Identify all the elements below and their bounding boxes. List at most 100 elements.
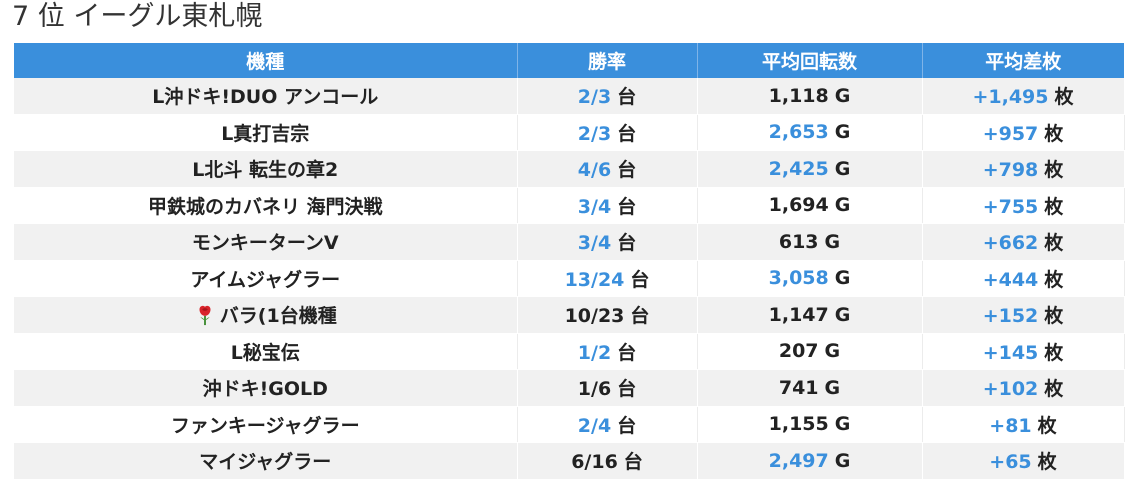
machine-name: バラ(1台機種 — [219, 305, 337, 328]
header-win-rate: 勝率 — [517, 43, 698, 78]
cell-avg-spins: 1,694 G — [697, 187, 923, 224]
avg-diff-unit: 枚 — [1044, 378, 1064, 401]
win-rate-unit: 台 — [617, 122, 637, 145]
table-row: ファンキージャグラー 2/4 台 1,155 G +81 枚 — [14, 406, 1125, 443]
cell-machine: 甲鉄城のカバネリ 海門決戦 — [14, 187, 518, 224]
table-row: マイジャグラー 6/16 台 2,497 G +65 枚 — [14, 442, 1125, 480]
cell-machine: マイジャグラー — [14, 442, 518, 480]
cell-avg-diff: +81 枚 — [922, 406, 1125, 443]
cell-win-rate: 4/6 台 — [517, 150, 698, 188]
machine-name: マイジャグラー — [199, 451, 332, 474]
cell-win-rate: 1/2 台 — [517, 333, 698, 370]
avg-spins-unit: G — [834, 194, 851, 217]
table-body: L沖ドキ!DUO アンコール 2/3 台 1,118 G +1,495 枚 L真打吉宗… — [14, 78, 1125, 480]
win-rate-value: 10/23 — [564, 305, 625, 328]
cell-avg-spins: 2,425 G — [697, 150, 923, 188]
win-rate-value: 2/4 — [577, 414, 612, 437]
cell-avg-diff: +65 枚 — [922, 442, 1125, 480]
avg-diff-unit: 枚 — [1037, 414, 1057, 437]
cell-machine: モンキーターンV — [14, 223, 518, 261]
avg-diff-unit: 枚 — [1037, 451, 1057, 474]
machine-name: アイムジャグラー — [190, 268, 341, 291]
page-title: 7 位 イーグル東札幌 — [12, 1, 263, 32]
win-rate-unit: 台 — [630, 305, 650, 328]
avg-diff-value: +145 — [982, 341, 1039, 364]
cell-win-rate: 10/23 台 — [517, 296, 698, 334]
avg-spins-value: 613 — [778, 230, 819, 253]
table-row: L北斗 転生の章2 4/6 台 2,425 G +798 枚 — [14, 150, 1125, 188]
win-rate-value: 1/6 — [577, 378, 612, 401]
table-row: L秘宝伝 1/2 台 207 G +145 枚 — [14, 333, 1125, 370]
avg-diff-unit: 枚 — [1044, 341, 1064, 364]
cell-win-rate: 2/3 台 — [517, 78, 698, 115]
table-row: アイムジャグラー 13/24 台 3,058 G +444 枚 — [14, 260, 1125, 297]
table-row: L真打吉宗 2/3 台 2,653 G +957 枚 — [14, 114, 1125, 151]
win-rate-unit: 台 — [617, 378, 637, 401]
avg-spins-unit: G — [824, 230, 841, 253]
avg-spins-unit: G — [834, 303, 851, 326]
rose-icon — [194, 305, 220, 327]
cell-machine: 沖ドキ!GOLD — [14, 369, 518, 407]
avg-diff-value: +798 — [982, 159, 1039, 182]
win-rate-value: 3/4 — [577, 195, 612, 218]
cell-machine: L真打吉宗 — [14, 114, 518, 151]
cell-machine: L北斗 転生の章2 — [14, 150, 518, 188]
win-rate-value: 2/3 — [577, 122, 612, 145]
avg-spins-value: 1,155 — [768, 413, 829, 436]
avg-spins-value: 2,497 — [768, 449, 829, 472]
avg-spins-value: 2,425 — [768, 157, 829, 180]
win-rate-unit: 台 — [617, 414, 637, 437]
win-rate-value: 1/2 — [577, 341, 612, 364]
avg-spins-value: 1,694 — [768, 194, 829, 217]
cell-avg-diff: +145 枚 — [922, 333, 1125, 370]
table-header-row: 機種 勝率 平均回転数 平均差枚 — [14, 43, 1124, 78]
cell-avg-spins: 1,147 G — [697, 296, 923, 334]
table-row: 甲鉄城のカバネリ 海門決戦 3/4 台 1,694 G +755 枚 — [14, 187, 1125, 224]
win-rate-value: 3/4 — [577, 232, 612, 255]
cell-avg-spins: 3,058 G — [697, 260, 923, 297]
cell-win-rate: 3/4 台 — [517, 187, 698, 224]
cell-avg-diff: +102 枚 — [922, 369, 1125, 407]
cell-avg-diff: +755 枚 — [922, 187, 1125, 224]
avg-diff-value: +1,495 — [972, 86, 1049, 109]
avg-diff-unit: 枚 — [1044, 232, 1064, 255]
avg-diff-value: +65 — [989, 451, 1032, 474]
cell-avg-diff: +662 枚 — [922, 223, 1125, 261]
header-machine: 機種 — [14, 43, 518, 78]
cell-machine: L秘宝伝 — [14, 333, 518, 370]
cell-avg-spins: 1,155 G — [697, 406, 923, 443]
win-rate-unit: 台 — [617, 195, 637, 218]
machine-name: L秘宝伝 — [230, 341, 300, 364]
ranking-table: 機種 勝率 平均回転数 平均差枚 L沖ドキ!DUO アンコール 2/3 台 1,1… — [14, 43, 1125, 480]
cell-avg-diff: +957 枚 — [922, 114, 1125, 151]
avg-spins-unit: G — [834, 157, 851, 180]
avg-spins-value: 2,653 — [768, 121, 829, 144]
win-rate-value: 6/16 — [571, 451, 618, 474]
win-rate-unit: 台 — [617, 232, 637, 255]
avg-diff-value: +662 — [982, 232, 1039, 255]
cell-avg-spins: 741 G — [697, 369, 923, 407]
machine-name: L真打吉宗 — [221, 122, 310, 145]
avg-diff-unit: 枚 — [1044, 268, 1064, 291]
cell-win-rate: 2/4 台 — [517, 406, 698, 443]
cell-win-rate: 3/4 台 — [517, 223, 698, 261]
avg-diff-unit: 枚 — [1044, 305, 1064, 328]
avg-diff-value: +102 — [982, 378, 1039, 401]
avg-spins-value: 207 — [778, 340, 819, 363]
cell-avg-spins: 207 G — [697, 333, 923, 370]
win-rate-value: 13/24 — [564, 268, 625, 291]
cell-avg-diff: +1,495 枚 — [922, 78, 1125, 115]
win-rate-unit: 台 — [623, 451, 643, 474]
cell-avg-spins: 2,653 G — [697, 114, 923, 151]
cell-avg-spins: 2,497 G — [697, 442, 923, 480]
cell-avg-diff: +444 枚 — [922, 260, 1125, 297]
avg-spins-unit: G — [824, 376, 841, 399]
avg-spins-unit: G — [834, 121, 851, 144]
avg-spins-value: 1,147 — [768, 303, 829, 326]
avg-spins-unit: G — [834, 449, 851, 472]
table-row: L沖ドキ!DUO アンコール 2/3 台 1,118 G +1,495 枚 — [14, 78, 1125, 115]
avg-diff-unit: 枚 — [1054, 86, 1074, 109]
cell-win-rate: 1/6 台 — [517, 369, 698, 407]
win-rate-unit: 台 — [630, 268, 650, 291]
machine-name: モンキーターンV — [191, 232, 339, 255]
